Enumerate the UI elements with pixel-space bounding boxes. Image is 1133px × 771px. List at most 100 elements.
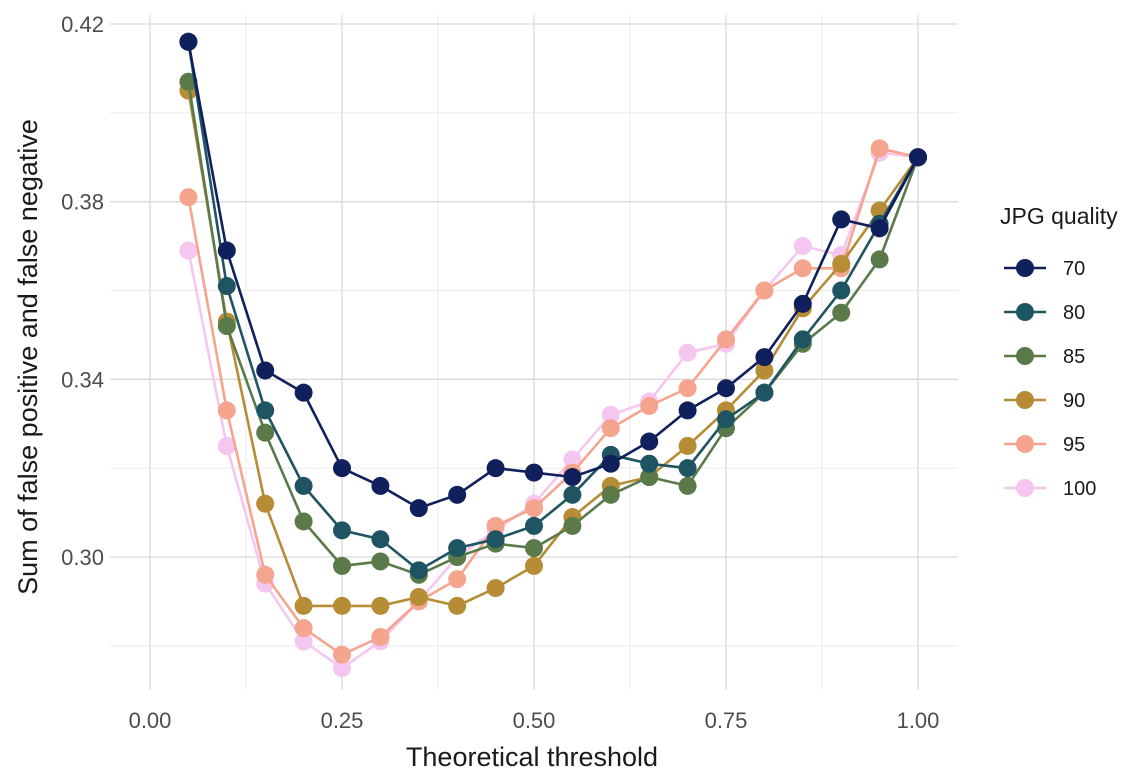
data-point-90 <box>371 596 390 615</box>
data-point-70 <box>333 459 351 478</box>
data-point-100 <box>601 405 620 424</box>
data-point-95 <box>448 570 467 589</box>
data-point-70 <box>870 219 889 238</box>
data-point-70 <box>486 459 505 478</box>
series-70 <box>179 32 927 518</box>
series-95 <box>179 139 927 664</box>
data-point-90 <box>333 596 351 615</box>
y-tick-label: 0.38 <box>61 190 104 215</box>
legend-label: 80 <box>1063 302 1085 324</box>
data-point-100 <box>217 436 236 455</box>
data-point-80 <box>371 530 390 549</box>
data-point-80 <box>793 330 812 349</box>
data-point-80 <box>409 561 428 580</box>
data-point-85 <box>563 516 582 535</box>
data-point-95 <box>755 281 774 300</box>
data-point-95 <box>793 259 812 278</box>
data-point-95 <box>717 330 735 349</box>
legend-key-marker <box>1016 303 1034 321</box>
y-tick-labels: 0.30 0.34 0.38 0.42 <box>61 12 104 570</box>
data-point-80 <box>717 410 735 429</box>
x-tick-labels: 0.00 0.25 0.50 0.75 1.00 <box>129 708 940 733</box>
data-point-80 <box>448 539 467 558</box>
legend-item-90: 90 <box>1004 390 1085 412</box>
legend-key-marker <box>1016 391 1034 409</box>
x-tick-label: 0.00 <box>129 708 172 733</box>
data-point-85 <box>333 556 351 575</box>
legend: JPG quality 70 80 85 90 95 100 <box>1000 203 1118 500</box>
data-point-70 <box>448 485 467 504</box>
legend-label: 95 <box>1063 434 1085 456</box>
data-point-85 <box>371 552 390 571</box>
x-tick-label: 0.25 <box>321 708 364 733</box>
data-point-80 <box>294 476 313 495</box>
data-point-70 <box>909 148 927 167</box>
x-tick-label: 0.50 <box>513 708 556 733</box>
legend-key-marker <box>1016 479 1034 497</box>
series-layer <box>179 32 927 678</box>
data-point-80 <box>486 530 505 549</box>
data-point-70 <box>640 432 659 451</box>
y-tick-label: 0.34 <box>61 367 104 392</box>
data-point-70 <box>525 463 543 482</box>
data-point-80 <box>333 521 351 540</box>
data-point-80 <box>563 485 582 504</box>
series-100 <box>179 143 927 678</box>
data-point-80 <box>217 277 236 296</box>
data-point-95 <box>294 619 313 638</box>
y-tick-label: 0.30 <box>61 545 104 570</box>
data-point-85 <box>217 317 236 336</box>
data-point-85 <box>870 250 889 269</box>
data-point-85 <box>678 476 697 495</box>
data-point-70 <box>371 476 390 495</box>
data-point-90 <box>294 596 313 615</box>
data-point-85 <box>256 423 275 442</box>
data-point-85 <box>601 485 620 504</box>
series-90 <box>179 81 927 615</box>
data-point-85 <box>832 303 851 322</box>
data-point-70 <box>601 454 620 473</box>
data-point-85 <box>294 512 313 531</box>
data-point-70 <box>832 210 851 229</box>
data-point-100 <box>333 659 351 678</box>
data-point-95 <box>179 188 198 207</box>
data-point-95 <box>486 516 505 535</box>
legend-key-marker <box>1016 435 1034 453</box>
legend-title: JPG quality <box>1000 203 1118 229</box>
series-line-95 <box>187 147 919 657</box>
data-point-90 <box>755 361 774 380</box>
data-point-95 <box>217 401 236 420</box>
data-point-85 <box>525 539 543 558</box>
series-line-80 <box>187 41 920 572</box>
data-point-80 <box>256 401 275 420</box>
legend-item-95: 95 <box>1004 434 1085 456</box>
data-point-70 <box>179 32 198 51</box>
data-point-95 <box>601 419 620 438</box>
data-point-70 <box>409 499 428 518</box>
legend-key-marker <box>1016 347 1034 365</box>
data-point-70 <box>678 401 697 420</box>
data-point-90 <box>678 436 697 455</box>
data-point-70 <box>793 294 812 313</box>
data-point-95 <box>371 627 390 646</box>
series-85 <box>179 72 927 584</box>
data-point-95 <box>640 396 659 415</box>
data-point-70 <box>256 361 275 380</box>
legend-item-80: 80 <box>1004 302 1085 324</box>
series-line-85 <box>187 81 920 577</box>
data-point-70 <box>717 379 735 398</box>
legend-key-marker <box>1016 259 1034 277</box>
data-point-95 <box>870 139 889 158</box>
data-point-90 <box>448 596 467 615</box>
data-point-70 <box>755 348 774 367</box>
series-line-70 <box>187 41 920 510</box>
data-point-100 <box>793 237 812 256</box>
data-point-100 <box>179 241 198 260</box>
legend-label: 100 <box>1063 478 1096 500</box>
data-point-80 <box>640 454 659 473</box>
legend-label: 70 <box>1063 258 1085 280</box>
data-point-90 <box>832 254 851 273</box>
legend-items: 70 80 85 90 95 100 <box>1004 258 1096 500</box>
data-point-100 <box>563 450 582 469</box>
